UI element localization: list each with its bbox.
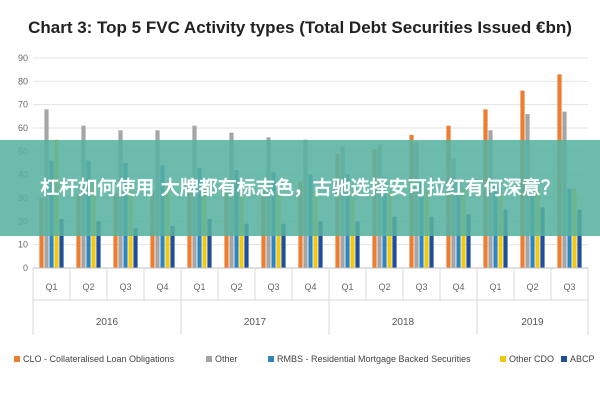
- year-label: 2018: [392, 317, 415, 328]
- bar: [207, 219, 212, 268]
- bar: [429, 216, 434, 268]
- legend-label: Other CDO: [509, 354, 554, 364]
- overlay-text: 杠杆如何使用 大牌都有标志色，古驰选择安可拉红有何深意？: [40, 177, 560, 199]
- overlay-banner[interactable]: 杠杆如何使用 大牌都有标志色，古驰选择安可拉红有何深意？: [0, 140, 600, 236]
- bar: [355, 221, 360, 268]
- legend-swatch: [561, 356, 567, 362]
- x-tick-label: Q2: [230, 282, 242, 292]
- x-tick-label: Q2: [82, 282, 94, 292]
- x-tick-label: Q4: [452, 282, 464, 292]
- x-tick-label: Q3: [267, 282, 279, 292]
- bar: [392, 216, 397, 268]
- legend-label: ABCP: [570, 354, 595, 364]
- x-tick-label: Q3: [119, 282, 131, 292]
- y-tick-label: 70: [18, 100, 28, 110]
- legend-swatch: [268, 356, 274, 362]
- bar: [281, 223, 286, 268]
- chart-title: Chart 3: Top 5 FVC Activity types (Total…: [28, 18, 572, 37]
- y-tick-label: 90: [18, 53, 28, 63]
- x-tick-label: Q1: [193, 282, 205, 292]
- x-tick-label: Q1: [45, 282, 57, 292]
- x-tick-label: Q2: [526, 282, 538, 292]
- y-tick-label: 0: [23, 263, 28, 273]
- x-tick-label: Q1: [489, 282, 501, 292]
- bar: [466, 214, 471, 268]
- y-tick-label: 80: [18, 76, 28, 86]
- bar: [244, 223, 249, 268]
- bar: [170, 226, 175, 268]
- x-tick-label: Q3: [415, 282, 427, 292]
- y-tick-label: 60: [18, 123, 28, 133]
- bar: [503, 209, 508, 268]
- bar: [59, 219, 64, 268]
- bar: [577, 209, 582, 268]
- year-label: 2019: [521, 317, 544, 328]
- bar: [96, 221, 101, 268]
- year-label: 2016: [96, 317, 119, 328]
- x-tick-label: Q2: [378, 282, 390, 292]
- legend-swatch: [14, 356, 20, 362]
- x-tick-label: Q4: [156, 282, 168, 292]
- legend-label: Other: [215, 354, 238, 364]
- year-label: 2017: [244, 317, 267, 328]
- y-tick-label: 10: [18, 240, 28, 250]
- bar: [133, 228, 138, 268]
- legend-label: RMBS - Residential Mortgage Backed Secur…: [277, 354, 471, 364]
- bar: [540, 207, 545, 268]
- x-tick-label: Q4: [304, 282, 316, 292]
- legend-label: CLO - Collateralised Loan Obligations: [23, 354, 175, 364]
- legend-swatch: [500, 356, 506, 362]
- x-tick-label: Q3: [563, 282, 575, 292]
- legend-swatch: [206, 356, 212, 362]
- legend: CLO - Collateralised Loan Obligations Oth…: [14, 354, 595, 364]
- bar: [318, 221, 323, 268]
- x-tick-label: Q1: [341, 282, 353, 292]
